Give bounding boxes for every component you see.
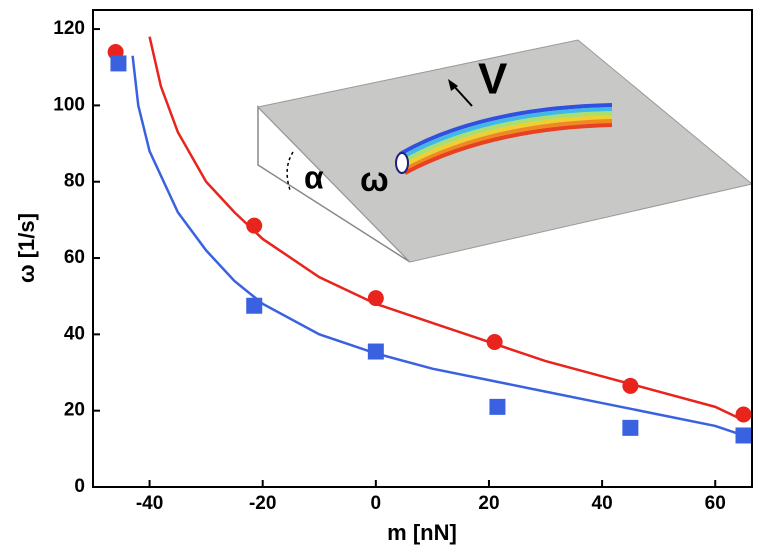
data-point (246, 217, 263, 234)
y-tick-label: 60 (64, 247, 85, 268)
y-tick-label: 100 (53, 94, 85, 115)
data-point (735, 406, 752, 423)
inset: V α ω (257, 39, 754, 263)
data-point (622, 419, 639, 436)
y-tick-label: 80 (64, 171, 85, 192)
inset-label: α (304, 159, 324, 195)
tube-end (395, 152, 409, 174)
fit-curve (131, 55, 744, 437)
arrow-head (448, 79, 458, 91)
angle-arc (286, 151, 294, 191)
x-axis-label: m [nN] (387, 520, 457, 545)
plot-frame (92, 9, 753, 488)
x-tick-label: 20 (478, 493, 499, 514)
data-point (110, 55, 127, 72)
inset-label: ω (360, 161, 389, 199)
y-axis-label: ω [1/s] (14, 213, 39, 283)
y-tick-label: 40 (64, 323, 85, 344)
y-tick-label: 120 (53, 18, 85, 39)
data-point (735, 427, 752, 444)
y-tick-label: 20 (64, 400, 85, 421)
inset-tube (399, 103, 613, 175)
x-tick-label: 40 (592, 493, 613, 514)
x-tick-label: 0 (371, 493, 382, 514)
inset-label: V (478, 55, 508, 104)
data-point (622, 377, 639, 394)
data-point (367, 290, 384, 307)
y-tick-label: 0 (74, 476, 85, 497)
data-point (367, 343, 384, 360)
x-tick-label: 60 (705, 493, 726, 514)
x-tick-label: -20 (249, 493, 276, 514)
data-point (246, 297, 263, 314)
x-tick-label: -40 (136, 493, 163, 514)
data-point (486, 333, 503, 350)
data-point (489, 398, 506, 415)
